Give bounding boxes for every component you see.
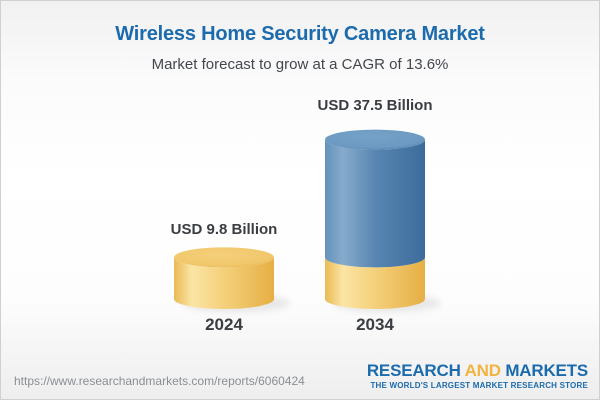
logo-wordmark: RESEARCH AND MARKETS <box>367 362 588 379</box>
logo-word-markets: MARKETS <box>505 361 588 380</box>
research-and-markets-logo: RESEARCH AND MARKETS THE WORLD'S LARGEST… <box>367 362 588 390</box>
logo-word-research: RESEARCH <box>366 361 461 380</box>
logo-word-and: AND <box>464 361 501 380</box>
chart-title: Wireless Home Security Camera Market <box>115 23 485 45</box>
cylinder-bars <box>174 129 441 312</box>
report-url: https://www.researchandmarkets.com/repor… <box>14 374 305 388</box>
category-label-2024: 2024 <box>205 315 243 334</box>
logo-tagline: THE WORLD'S LARGEST MARKET RESEARCH STOR… <box>370 381 588 390</box>
category-label-2034: 2034 <box>356 315 394 334</box>
value-label-2024: USD 9.8 Billion <box>170 221 278 238</box>
value-label-2034: USD 37.5 Billion <box>317 97 433 114</box>
chart-subtitle: Market forecast to grow at a CAGR of 13.… <box>151 56 449 73</box>
